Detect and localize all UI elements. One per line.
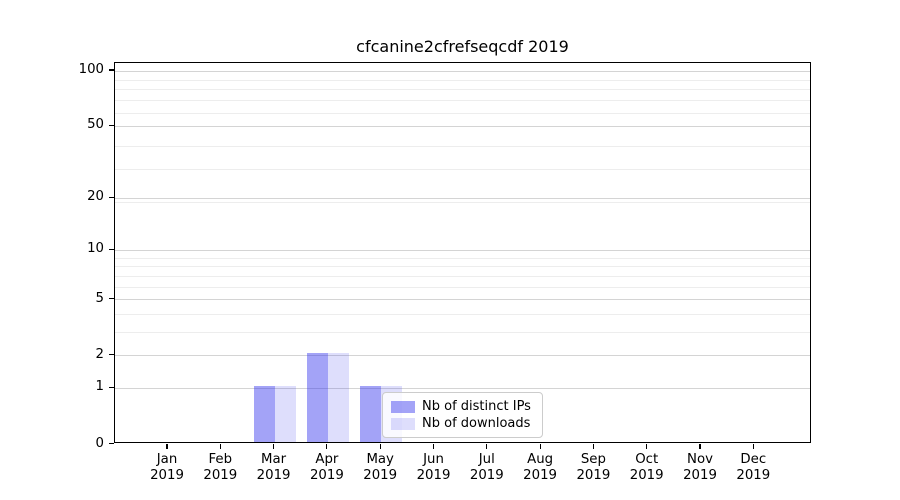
x-tick-year: 2019 (256, 468, 291, 483)
x-tick-year: 2019 (576, 468, 611, 483)
gridline-major (115, 70, 810, 72)
gridline-minor (115, 331, 810, 333)
x-tick-label: Dec 2019 (721, 452, 785, 485)
x-tick-year: 2019 (363, 468, 398, 483)
x-tick-month: Feb (208, 451, 233, 467)
x-tick (432, 443, 435, 449)
x-tick-label: Mar 2019 (242, 452, 306, 485)
y-tick (109, 354, 114, 356)
x-tick-year: 2019 (523, 468, 558, 483)
x-tick-month: Apr (315, 451, 339, 467)
gridline-minor (115, 100, 810, 102)
x-tick-label: Jan 2019 (135, 452, 199, 485)
x-tick-label: Apr 2019 (295, 452, 359, 485)
y-tick (109, 248, 114, 251)
gridline-minor (115, 168, 810, 170)
gridline-minor (115, 257, 810, 259)
x-tick-month: Nov (687, 451, 713, 467)
x-tick-year: 2019 (469, 468, 504, 483)
x-tick (379, 443, 381, 449)
x-tick (592, 443, 594, 449)
gridline-major (115, 387, 810, 389)
gridline-minor (115, 286, 810, 288)
x-tick-year: 2019 (683, 468, 717, 483)
x-tick-month: Mar (261, 451, 287, 467)
x-tick (752, 443, 754, 449)
gridline-major (115, 249, 810, 251)
x-tick-year: 2019 (203, 468, 238, 483)
x-tick-label: May 2019 (348, 452, 412, 485)
x-tick-month: Aug (527, 451, 554, 467)
x-tick-year: 2019 (150, 468, 184, 483)
x-tick-month: Sep (580, 451, 606, 467)
y-tick (109, 297, 114, 300)
x-tick-label: Aug 2019 (508, 452, 572, 485)
x-tick-year: 2019 (629, 468, 664, 483)
legend-row: Nb of downloads (391, 415, 534, 432)
bar-distinct-ips (306, 353, 328, 442)
bar-distinct-ips (253, 385, 275, 442)
x-tick-year: 2019 (416, 468, 451, 483)
y-tick (109, 442, 114, 445)
y-tick-label: 5 (95, 290, 104, 306)
x-tick-month: May (366, 451, 394, 467)
y-tick-label: 1 (95, 379, 104, 395)
legend-label: Nb of downloads (422, 416, 531, 431)
y-tick (109, 386, 114, 388)
y-tick-label: 50 (87, 117, 104, 133)
gridline-minor (115, 145, 810, 147)
x-tick-label: Feb 2019 (188, 452, 252, 485)
x-tick-month: Dec (740, 451, 767, 467)
gridline-major (115, 125, 810, 127)
x-tick-month: Jul (478, 451, 495, 467)
x-tick-label: Sep 2019 (561, 452, 625, 485)
gridline-minor (115, 79, 810, 81)
y-tick-label: 10 (87, 241, 104, 257)
y-tick (109, 69, 114, 71)
gridline-minor (115, 266, 810, 268)
x-tick-year: 2019 (309, 468, 344, 483)
gridline-minor (115, 275, 810, 277)
y-tick (109, 124, 114, 126)
x-tick (273, 443, 275, 449)
gridline-major (115, 355, 810, 357)
chart-title: cfcanine2cfrefseqcdf 2019 (356, 37, 569, 56)
x-tick (539, 443, 541, 449)
x-tick-label: Jul 2019 (455, 452, 519, 485)
x-tick-month: Jun (423, 451, 444, 467)
bar-downloads (274, 385, 296, 442)
plot-area (114, 62, 811, 443)
x-tick (699, 443, 701, 449)
y-tick-label: 0 (95, 435, 104, 451)
x-tick-month: Oct (635, 451, 659, 467)
x-tick (646, 443, 648, 449)
x-tick (166, 443, 168, 449)
x-tick (219, 443, 221, 449)
bar-distinct-ips (360, 385, 382, 442)
x-tick-month: Jan (156, 451, 178, 467)
bar-downloads (327, 353, 349, 442)
gridline-major (115, 197, 810, 199)
gridline-minor (115, 313, 810, 315)
x-tick (326, 443, 328, 449)
y-tick-label: 2 (95, 346, 104, 362)
gridline-minor (115, 89, 810, 91)
legend-label: Nb of distinct IPs (422, 399, 531, 414)
x-tick (486, 443, 488, 449)
y-tick-label: 20 (87, 189, 104, 205)
y-tick-label: 100 (78, 62, 104, 78)
x-tick-label: Jun 2019 (402, 452, 466, 485)
legend-swatch (391, 417, 415, 430)
gridline-minor (115, 112, 810, 114)
y-tick (109, 196, 114, 198)
x-tick-label: Oct 2019 (615, 452, 679, 485)
legend: Nb of distinct IPs Nb of downloads (382, 392, 543, 438)
x-tick-label: Nov 2019 (668, 452, 732, 485)
legend-row: Nb of distinct IPs (391, 398, 534, 415)
gridline-major (115, 299, 810, 301)
legend-swatch (391, 400, 415, 413)
x-tick-year: 2019 (736, 468, 771, 483)
gridline-minor (115, 201, 810, 203)
